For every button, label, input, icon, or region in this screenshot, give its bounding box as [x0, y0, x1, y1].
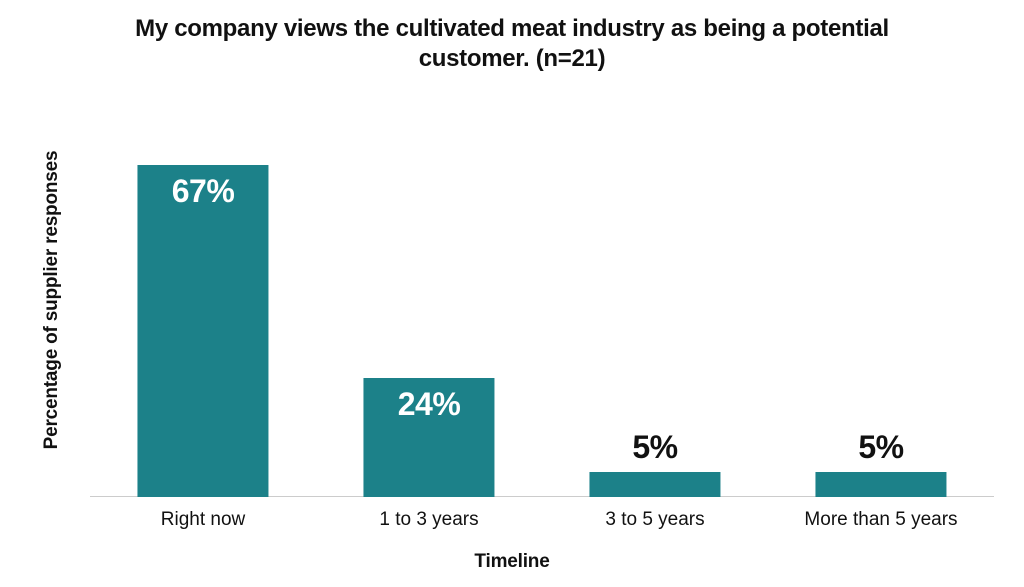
category-label: 1 to 3 years — [316, 509, 542, 531]
category-label: 3 to 5 years — [542, 509, 768, 531]
bar-slot: 5% — [768, 100, 994, 497]
bar-value-label: 5% — [632, 429, 677, 466]
category-label: Right now — [90, 509, 316, 531]
bar: 67% — [137, 165, 268, 497]
category-label: More than 5 years — [768, 509, 994, 531]
bar — [589, 472, 720, 497]
x-axis-label: Timeline — [0, 551, 1024, 573]
plot-area: 67% 24% 5% 5% — [90, 100, 994, 497]
bar-slot: 67% — [90, 100, 316, 497]
bar — [815, 472, 946, 497]
bar-slot: 5% — [542, 100, 768, 497]
chart-title: My company views the cultivated meat ind… — [0, 14, 1024, 74]
y-axis-label: Percentage of supplier responses — [41, 151, 63, 450]
bar-slot: 24% — [316, 100, 542, 497]
bar-value-label: 67% — [172, 173, 235, 210]
bar: 24% — [363, 378, 494, 497]
category-labels: Right now1 to 3 years3 to 5 yearsMore th… — [90, 509, 994, 531]
bar-value-label: 5% — [858, 429, 903, 466]
bar-chart: My company views the cultivated meat ind… — [0, 0, 1024, 587]
bars-container: 67% 24% 5% 5% — [90, 100, 994, 497]
bar-value-label: 24% — [398, 386, 461, 423]
